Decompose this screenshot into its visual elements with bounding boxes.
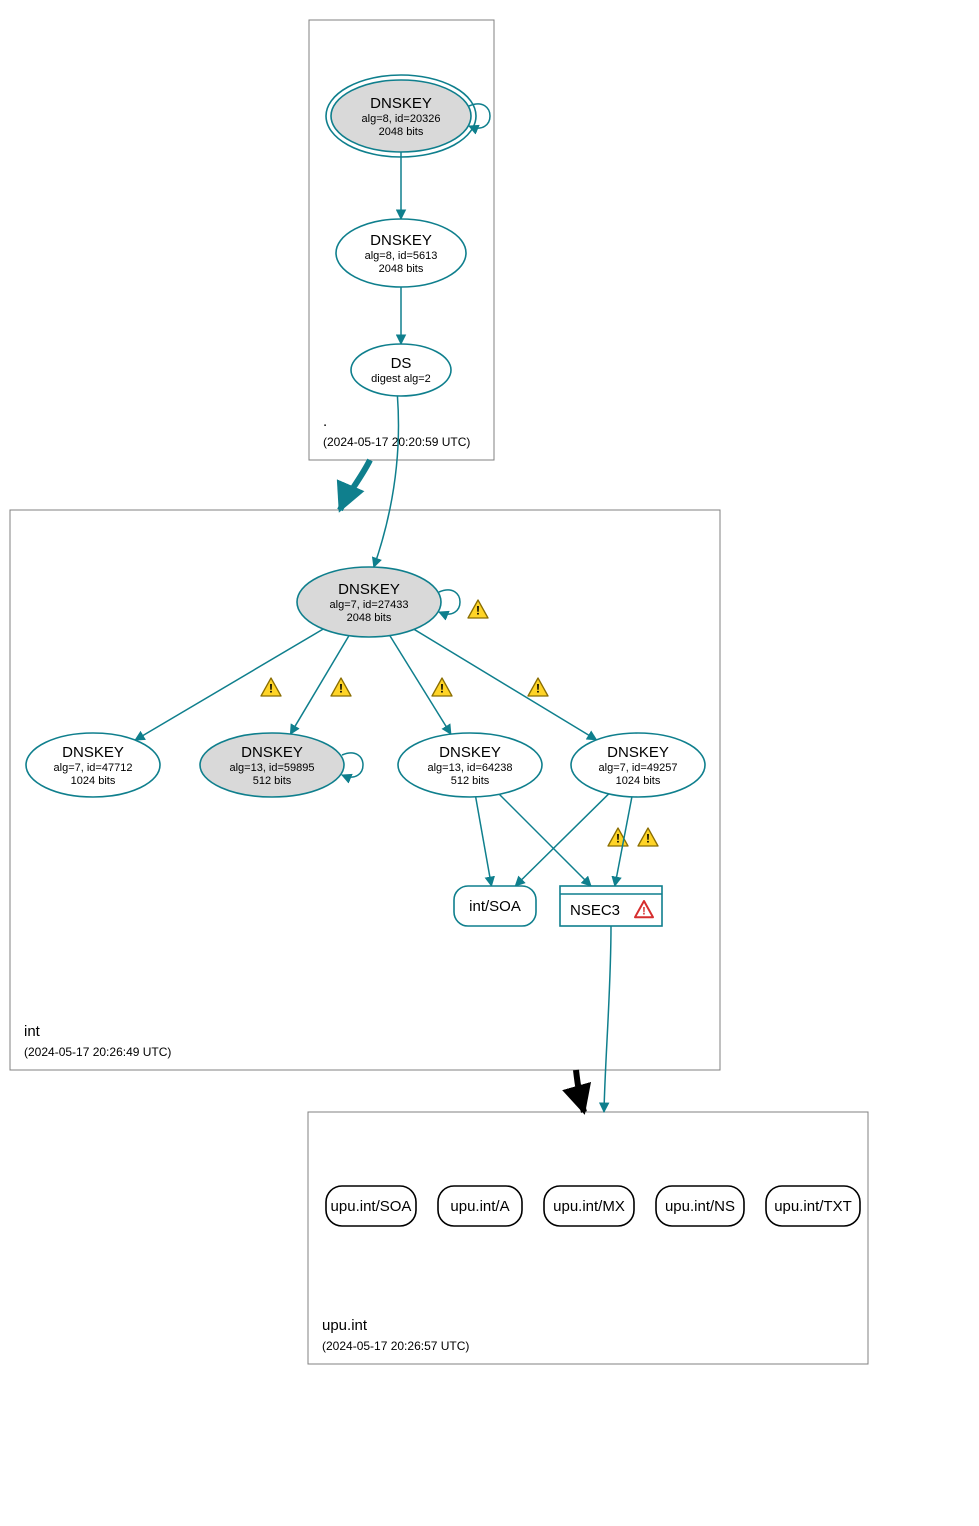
svg-text:upu.int/TXT: upu.int/TXT (774, 1198, 852, 1215)
svg-text:DNSKEY: DNSKEY (439, 744, 501, 761)
edge (515, 794, 609, 886)
svg-text:2048 bits: 2048 bits (379, 263, 424, 275)
svg-text:DNSKEY: DNSKEY (241, 744, 303, 761)
svg-text:!: ! (642, 906, 646, 918)
warning-icon: ! (261, 678, 281, 696)
svg-text:!: ! (536, 682, 540, 696)
node-root_ksk: DNSKEYalg=8, id=203262048 bits (326, 75, 476, 157)
node-upu_a: upu.int/A (438, 1186, 522, 1226)
dnssec-auth-graph: . (2024-05-17 20:20:59 UTC) int (2024-05-17… (0, 0, 979, 1526)
svg-text:DS: DS (391, 355, 412, 372)
node-int_dk2: DNSKEYalg=13, id=59895512 bits (200, 733, 344, 797)
node-int_nsec3: NSEC3! (560, 886, 662, 926)
node-root_zsk: DNSKEYalg=8, id=56132048 bits (336, 219, 466, 287)
node-upu_mx: upu.int/MX (544, 1186, 634, 1226)
svg-text:int: int (24, 1023, 41, 1040)
node-upu_ns: upu.int/NS (656, 1186, 744, 1226)
svg-text:alg=13, id=64238: alg=13, id=64238 (427, 762, 512, 774)
edge (499, 794, 591, 886)
svg-text:!: ! (440, 682, 444, 696)
svg-text:upu.int/MX: upu.int/MX (553, 1198, 625, 1215)
zone-upuint: upu.int (2024-05-17 20:26:57 UTC) (308, 1112, 868, 1364)
edge-selfloop (342, 753, 363, 777)
svg-text:!: ! (646, 832, 650, 846)
svg-text:512 bits: 512 bits (451, 775, 490, 787)
svg-text:DNSKEY: DNSKEY (338, 581, 400, 598)
warning-icon: ! (468, 600, 488, 618)
svg-text:(2024-05-17 20:26:57 UTC): (2024-05-17 20:26:57 UTC) (322, 1339, 469, 1353)
edge (604, 926, 611, 1112)
node-upu_txt: upu.int/TXT (766, 1186, 860, 1226)
svg-text:!: ! (476, 604, 480, 618)
edge (374, 396, 399, 567)
svg-text:alg=7, id=47712: alg=7, id=47712 (54, 762, 133, 774)
svg-text:!: ! (269, 682, 273, 696)
edge (476, 797, 492, 886)
edge (576, 1070, 584, 1112)
svg-text:512 bits: 512 bits (253, 775, 292, 787)
svg-text:alg=8, id=20326: alg=8, id=20326 (362, 113, 441, 125)
node-int_dk3: DNSKEYalg=13, id=64238512 bits (398, 733, 542, 797)
svg-text:digest alg=2: digest alg=2 (371, 373, 431, 385)
svg-text:DNSKEY: DNSKEY (607, 744, 669, 761)
svg-text:alg=7, id=27433: alg=7, id=27433 (330, 599, 409, 611)
edge-selfloop (469, 104, 490, 128)
svg-text:DNSKEY: DNSKEY (370, 95, 432, 112)
node-int_dk4: DNSKEYalg=7, id=492571024 bits (571, 733, 705, 797)
warning-icon: ! (528, 678, 548, 696)
svg-text:NSEC3: NSEC3 (570, 902, 620, 919)
svg-text:upu.int/SOA: upu.int/SOA (331, 1198, 412, 1215)
svg-text:upu.int/A: upu.int/A (450, 1198, 509, 1215)
svg-text:upu.int/NS: upu.int/NS (665, 1198, 735, 1215)
node-int_dk1: DNSKEYalg=7, id=477121024 bits (26, 733, 160, 797)
node-int_ksk: DNSKEYalg=7, id=274332048 bits (297, 567, 441, 637)
svg-text:!: ! (339, 682, 343, 696)
svg-text:.: . (323, 413, 327, 430)
svg-text:2048 bits: 2048 bits (347, 612, 392, 624)
node-root_ds: DSdigest alg=2 (351, 344, 451, 396)
node-int_soa: int/SOA (454, 886, 536, 926)
warning-icon: ! (638, 828, 658, 846)
node-upu_soa: upu.int/SOA (326, 1186, 416, 1226)
edge (135, 629, 323, 740)
svg-text:alg=13, id=59895: alg=13, id=59895 (229, 762, 314, 774)
svg-text:DNSKEY: DNSKEY (62, 744, 124, 761)
svg-text:2048 bits: 2048 bits (379, 126, 424, 138)
warning-icon: ! (331, 678, 351, 696)
edge (340, 460, 370, 510)
svg-text:1024 bits: 1024 bits (616, 775, 661, 787)
svg-text:(2024-05-17 20:26:49 UTC): (2024-05-17 20:26:49 UTC) (24, 1045, 171, 1059)
edge-selfloop (439, 590, 460, 614)
svg-text:!: ! (616, 832, 620, 846)
svg-text:1024 bits: 1024 bits (71, 775, 116, 787)
svg-text:alg=8, id=5613: alg=8, id=5613 (365, 250, 438, 262)
svg-text:int/SOA: int/SOA (469, 898, 521, 915)
warning-icon: ! (432, 678, 452, 696)
svg-text:upu.int: upu.int (322, 1317, 368, 1334)
svg-text:(2024-05-17 20:20:59 UTC): (2024-05-17 20:20:59 UTC) (323, 435, 470, 449)
svg-text:DNSKEY: DNSKEY (370, 232, 432, 249)
svg-text:alg=7, id=49257: alg=7, id=49257 (599, 762, 678, 774)
